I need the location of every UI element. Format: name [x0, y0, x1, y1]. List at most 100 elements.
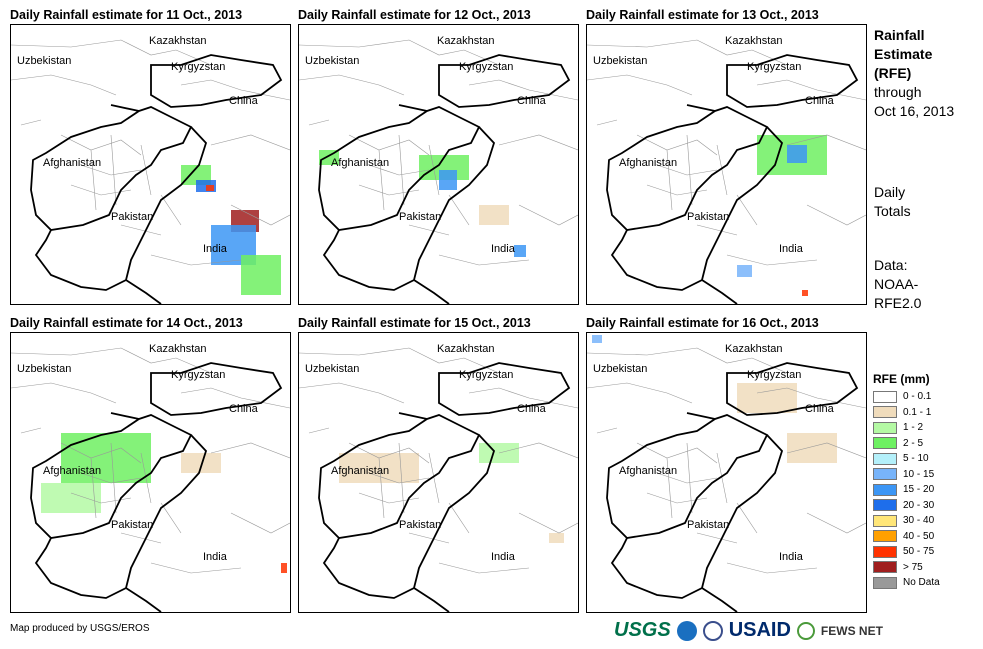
rainfall-map-panel: Kazakhstan Uzbekistan Kyrgyzstan China Afgha…: [10, 24, 291, 305]
side-daily: Daily: [874, 184, 906, 200]
country-label-kazakhstan: Kazakhstan: [437, 35, 495, 47]
country-label-kazakhstan: Kazakhstan: [149, 343, 207, 355]
rainfall-patch: [61, 433, 151, 483]
legend-item: 30 - 40: [873, 513, 940, 529]
country-label-pakistan: Pakistan: [399, 211, 442, 223]
map-svg: [299, 39, 578, 304]
doc-seal-icon: [702, 620, 723, 641]
rainfall-patch: [206, 185, 214, 191]
rainfall-patch: [737, 383, 797, 413]
panel-title: Daily Rainfall estimate for 11 Oct., 201…: [10, 8, 243, 22]
country-label-kyrgyzstan: Kyrgyzstan: [747, 61, 802, 73]
legend-swatch: [873, 390, 897, 403]
legend-item: 0 - 0.1: [873, 389, 940, 405]
rainfall-patch: [41, 483, 101, 513]
country-label-kyrgyzstan: Kyrgyzstan: [459, 369, 514, 381]
country-label-pakistan: Pakistan: [399, 519, 442, 531]
country-label-india: India: [491, 243, 515, 255]
credit-text: Map produced by USGS/EROS: [10, 623, 150, 634]
rainfall-patch: [281, 563, 287, 573]
country-label-uzbekistan: Uzbekistan: [305, 55, 360, 67]
legend-item: > 75: [873, 560, 940, 576]
country-label-kyrgyzstan: Kyrgyzstan: [459, 61, 514, 73]
side-rfe: RFE2.0: [874, 295, 922, 311]
fews-globe-icon: [796, 621, 815, 640]
country-label-uzbekistan: Uzbekistan: [305, 363, 360, 375]
legend-label: 40 - 50: [903, 530, 935, 542]
panel-title: Daily Rainfall estimate for 12 Oct., 201…: [298, 8, 531, 22]
legend-label: 1 - 2: [903, 422, 924, 434]
logos: USGS USAID FEWS NET: [614, 619, 883, 642]
rainfall-patch: [737, 265, 752, 277]
rainfall-patch: [241, 255, 281, 295]
legend-item: 15 - 20: [873, 482, 940, 498]
legend-item: 5 - 10: [873, 451, 940, 467]
country-label-kazakhstan: Kazakhstan: [725, 343, 783, 355]
country-label-pakistan: Pakistan: [687, 519, 730, 531]
country-label-afghanistan: Afghanistan: [43, 465, 102, 477]
rainfall-patch: [787, 433, 837, 463]
legend-label: 2 - 5: [903, 437, 924, 449]
country-label-pakistan: Pakistan: [687, 211, 730, 223]
side-totals: Totals: [874, 203, 911, 219]
country-label-india: India: [491, 551, 515, 563]
country-label-kyrgyzstan: Kyrgyzstan: [747, 369, 802, 381]
country-label-kyrgyzstan: Kyrgyzstan: [171, 61, 226, 73]
rainfall-patch: [802, 290, 808, 296]
country-label-india: India: [203, 243, 227, 255]
legend-label: 50 - 75: [903, 546, 935, 558]
legend-swatch: [873, 545, 897, 558]
panel-title: Daily Rainfall estimate for 14 Oct., 201…: [10, 316, 243, 330]
country-label-afghanistan: Afghanistan: [619, 157, 678, 169]
noaa-logo-icon: [676, 620, 697, 641]
legend-swatch: [873, 468, 897, 481]
legend-label: 10 - 15: [903, 468, 935, 480]
legend-item: 1 - 2: [873, 420, 940, 436]
basemap-borders: [587, 347, 866, 612]
legend-swatch: [873, 421, 897, 434]
rainfall-patch: [514, 245, 526, 257]
map-svg: [587, 39, 866, 304]
country-label-china: China: [517, 403, 546, 415]
rainfall-patch: [549, 533, 564, 543]
side-title-1: Rainfall: [874, 27, 925, 43]
legend-label: 0.1 - 1: [903, 406, 932, 418]
side-noaa: NOAA-: [874, 276, 919, 292]
country-label-india: India: [779, 551, 803, 563]
legend-item: 20 - 30: [873, 498, 940, 514]
legend-item: 2 - 5: [873, 436, 940, 452]
country-label-china: China: [229, 95, 258, 107]
rainfall-patch: [479, 205, 509, 225]
legend-item: 50 - 75: [873, 544, 940, 560]
country-label-india: India: [203, 551, 227, 563]
rainfall-patch: [592, 335, 602, 343]
legend-label: 15 - 20: [903, 484, 935, 496]
legend: RFE (mm) 0 - 0.1 0.1 - 1 1 - 2 2 - 5 5 - 10 1…: [873, 372, 940, 591]
legend-item: No Data: [873, 575, 940, 591]
country-label-afghanistan: Afghanistan: [43, 157, 102, 169]
legend-item: 10 - 15: [873, 467, 940, 483]
legend-title: RFE (mm): [873, 372, 930, 386]
country-label-afghanistan: Afghanistan: [331, 157, 390, 169]
legend-label: No Data: [903, 577, 940, 589]
rainfall-map-panel: Kazakhstan Uzbekistan Kyrgyzstan China Afgha…: [586, 332, 867, 613]
legend-swatch: [873, 483, 897, 496]
rainfall-patch: [439, 170, 457, 190]
country-label-china: China: [517, 95, 546, 107]
country-label-afghanistan: Afghanistan: [619, 465, 678, 477]
country-label-kazakhstan: Kazakhstan: [149, 35, 207, 47]
rainfall-map-panel: Kazakhstan Uzbekistan Kyrgyzstan China Afgha…: [298, 332, 579, 613]
side-title-2: Estimate: [874, 46, 933, 62]
panel-title: Daily Rainfall estimate for 13 Oct., 201…: [586, 8, 819, 22]
country-label-kyrgyzstan: Kyrgyzstan: [171, 369, 226, 381]
legend-label: 30 - 40: [903, 515, 935, 527]
rainfall-patch: [181, 453, 221, 473]
legend-label: 0 - 0.1: [903, 391, 932, 403]
legend-swatch: [873, 561, 897, 574]
side-through: through: [874, 84, 922, 100]
usaid-logo: USAID: [728, 619, 791, 641]
legend-label: > 75: [903, 561, 923, 573]
country-label-uzbekistan: Uzbekistan: [593, 55, 648, 67]
panel-title: Daily Rainfall estimate for 15 Oct., 201…: [298, 316, 531, 330]
legend-swatch: [873, 437, 897, 450]
